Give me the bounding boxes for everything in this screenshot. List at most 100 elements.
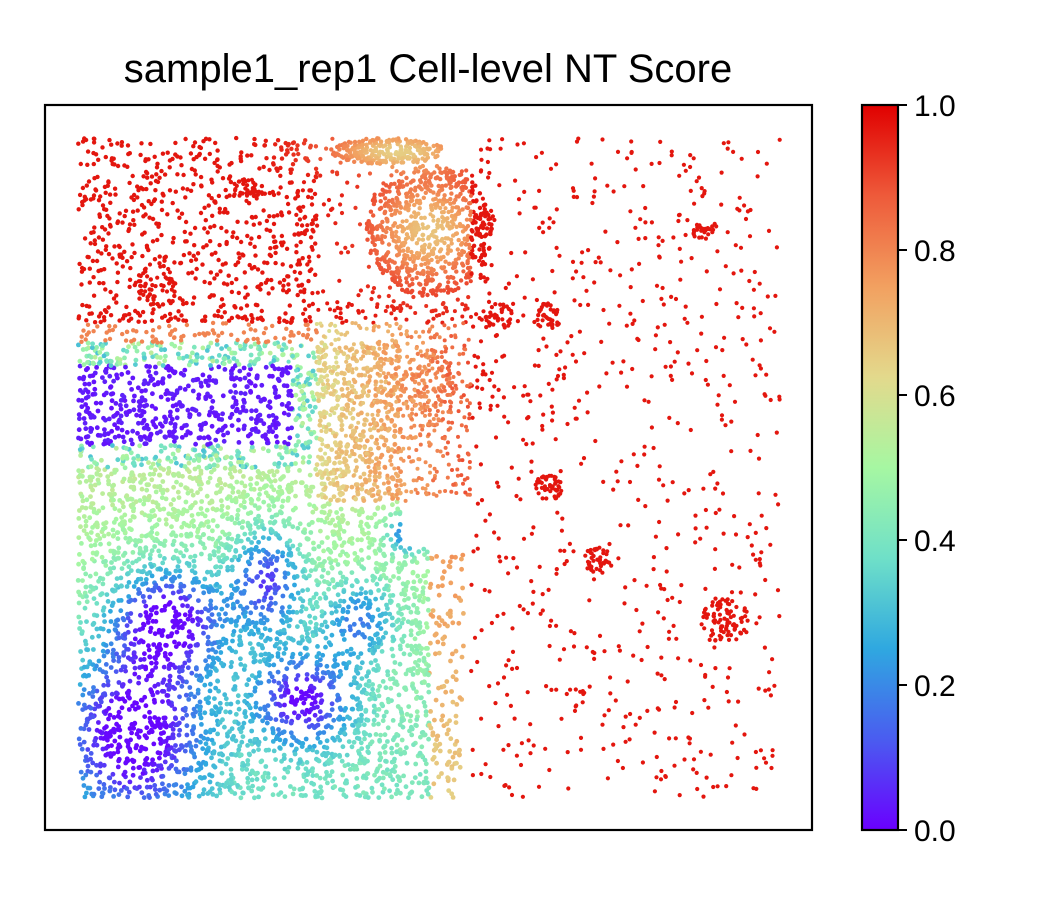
scatter-point-4399: [133, 706, 138, 712]
scatter-point-3252: [179, 425, 185, 431]
scatter-point-4334: [211, 462, 217, 468]
scatter-point-4673: [126, 594, 132, 599]
scatter-point-1308: [172, 443, 178, 449]
scatter-point-4112: [396, 625, 401, 631]
scatter-point-1760: [290, 507, 296, 513]
scatter-point-2428: [142, 476, 147, 482]
scatter-point-1289: [189, 542, 195, 548]
scatter-point-3740: [102, 619, 107, 624]
scatter-point-2623: [323, 714, 328, 719]
scatter-point-2527: [202, 682, 208, 688]
scatter-point-4197: [293, 493, 298, 499]
scatter-point-4660: [201, 453, 207, 459]
scatter-point-4333: [432, 742, 438, 747]
scatter-point-3515: [148, 432, 154, 437]
scatter-point-3282: [96, 720, 101, 725]
scatter-point-3794: [103, 520, 109, 526]
scatter-point-2885: [229, 736, 235, 741]
scatter-point-4459: [216, 549, 221, 554]
scatter-point-2993: [282, 674, 287, 679]
scatter-point-1286: [378, 755, 384, 761]
scatter-point-3857: [110, 391, 116, 396]
scatter-point-3008: [223, 709, 229, 715]
scatter-point-4060: [306, 724, 312, 730]
scatter-point-473: [365, 535, 371, 541]
scatter-point-4369: [139, 697, 145, 703]
scatter-point-4585: [377, 548, 383, 553]
scatter-point-3194: [448, 580, 454, 586]
scatter-point-3460: [270, 554, 276, 560]
scatter-point-916: [310, 747, 315, 753]
scatter-point-3158: [349, 484, 355, 490]
scatter-point-2914: [449, 766, 455, 771]
scatter-point-4816: [114, 261, 119, 266]
scatter-point-3321: [118, 788, 124, 793]
scatter-point-3157: [166, 687, 172, 692]
scatter-point-1102: [426, 682, 431, 688]
scatter-point-307: [382, 750, 388, 755]
scatter-point-508: [284, 558, 290, 563]
scatter-point-1005: [108, 619, 114, 624]
scatter-point-3602: [330, 406, 335, 412]
scatter-point-2481: [107, 373, 113, 379]
scatter-point-1604: [143, 746, 149, 752]
scatter-point-164: [375, 607, 381, 613]
scatter-point-3429: [81, 687, 87, 692]
scatter-point-2732: [401, 616, 406, 622]
scatter-point-4557: [381, 592, 387, 597]
scatter-point-461: [112, 506, 118, 512]
scatter-point-1610: [184, 531, 190, 537]
scatter-point-3042: [411, 742, 416, 748]
scatter-point-977: [331, 494, 337, 499]
scatter-point-1779: [241, 545, 247, 551]
scatter-point-4407: [157, 472, 163, 478]
scatter-point-2092: [113, 445, 119, 451]
scatter-point-3178: [248, 388, 253, 394]
scatter-point-1491: [116, 545, 122, 551]
scatter-point-588: [243, 714, 249, 720]
scatter-point-4006: [118, 715, 123, 720]
scatter-point-2277: [130, 765, 136, 771]
scatter-point-4261: [147, 784, 153, 790]
scatter-point-4409: [94, 520, 100, 526]
scatter-point-2754: [229, 752, 234, 757]
scatter-point-3972: [286, 392, 292, 398]
scatter-point-1170: [216, 688, 222, 694]
scatter-point-4984: [204, 243, 209, 248]
scatter-point-1254: [153, 791, 159, 797]
scatter-point-152: [239, 739, 245, 745]
scatter-point-3160: [152, 544, 158, 549]
scatter-point-4615: [102, 691, 107, 696]
scatter-point-3795: [249, 408, 255, 414]
scatter-point-3227: [317, 436, 323, 442]
scatter-point-282: [122, 643, 127, 649]
scatter-point-2930: [77, 358, 83, 364]
scatter-point-3136: [397, 778, 403, 784]
scatter-point-1307: [398, 469, 403, 475]
scatter-point-3773: [211, 467, 217, 472]
scatter-point-1178: [136, 399, 142, 405]
scatter-point-4690: [178, 402, 184, 408]
scatter-point-2014: [374, 560, 379, 566]
scatter-point-1089: [116, 792, 122, 797]
scatter-point-4425: [166, 783, 172, 788]
scatter-point-2946: [148, 350, 154, 356]
scatter-point-4155: [207, 772, 213, 778]
scatter-point-2670: [403, 784, 409, 790]
scatter-point-3390: [272, 390, 278, 396]
scatter-point-1602: [168, 443, 174, 448]
scatter-point-4782: [239, 150, 244, 155]
scatter-point-3970: [304, 672, 310, 677]
scatter-point-3115: [401, 605, 406, 611]
scatter-point-3043: [337, 536, 343, 541]
scatter-point-3874: [102, 786, 107, 791]
scatter-point-1877: [100, 648, 106, 654]
scatter-point-4499: [364, 759, 369, 764]
scatter-point-2684: [257, 659, 263, 664]
scatter-point-4622: [238, 752, 244, 758]
scatter-point-2676: [332, 544, 337, 550]
scatter-point-4789: [179, 313, 184, 318]
scatter-point-3285: [128, 496, 134, 502]
scatter-point-4039: [171, 554, 177, 560]
scatter-point-4370: [360, 529, 365, 535]
